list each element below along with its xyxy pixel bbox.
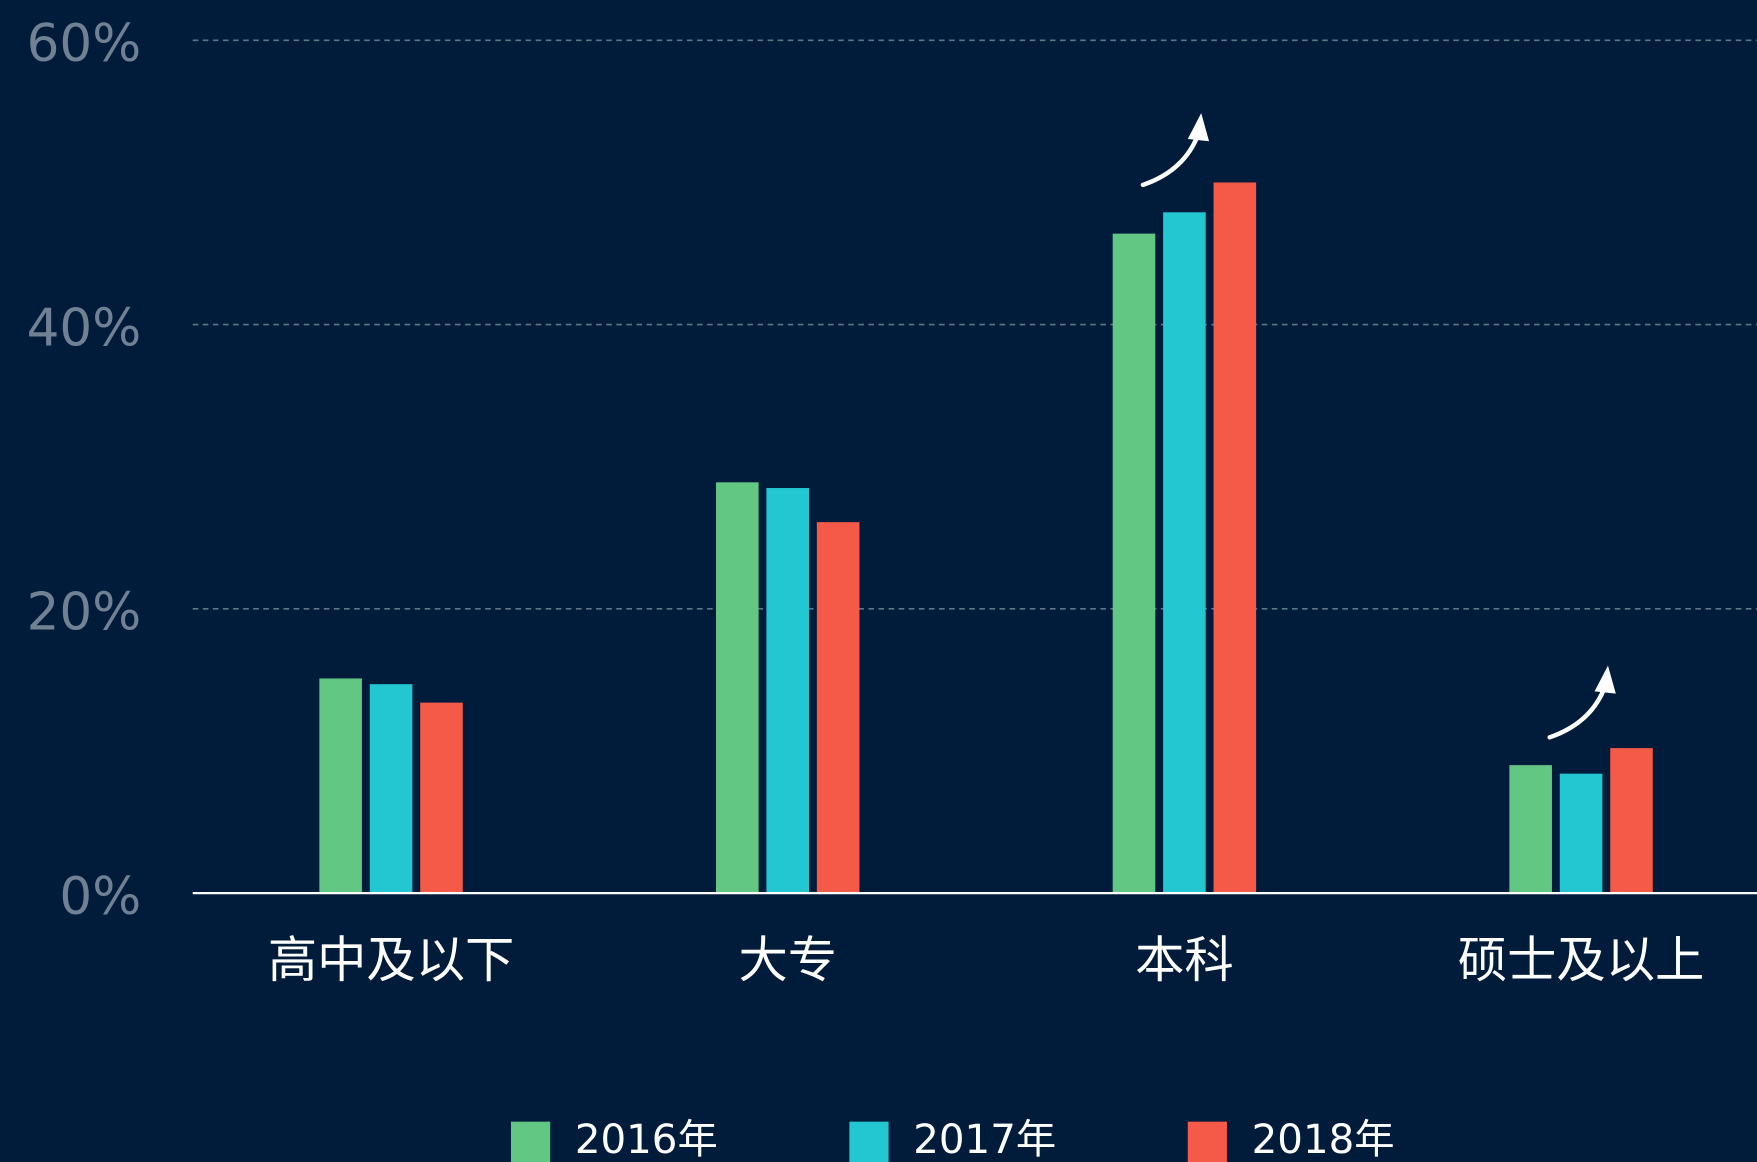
bar [1163, 212, 1206, 894]
bar [1610, 748, 1653, 894]
y-tick-label: 40% [27, 298, 142, 358]
bar [369, 684, 413, 894]
x-tick-label: 大专 [738, 931, 837, 989]
y-tick-label: 60% [27, 14, 142, 74]
x-tick-label: 高中及以下 [268, 931, 514, 989]
bar [319, 678, 362, 894]
bar [716, 482, 759, 894]
legend-label: 2016年 [575, 1116, 718, 1162]
bar [1112, 233, 1156, 894]
x-tick-label: 硕士及以上 [1458, 931, 1704, 989]
x-tick-label: 本科 [1135, 931, 1234, 989]
legend-label: 2017年 [913, 1116, 1056, 1162]
arrow-head [1594, 665, 1616, 694]
legend-swatch [849, 1121, 889, 1162]
arrow-head [1187, 113, 1210, 142]
bar [1509, 765, 1552, 894]
bar [1559, 773, 1603, 894]
y-tick-label: 20% [27, 583, 142, 643]
legend-label: 2018年 [1252, 1116, 1395, 1162]
bar [420, 702, 463, 894]
bar [1213, 182, 1257, 894]
bar [816, 522, 860, 894]
legend-swatch [510, 1121, 551, 1162]
bar [766, 488, 810, 894]
legend-swatch [1187, 1121, 1227, 1162]
y-tick-label: 0% [59, 867, 141, 927]
